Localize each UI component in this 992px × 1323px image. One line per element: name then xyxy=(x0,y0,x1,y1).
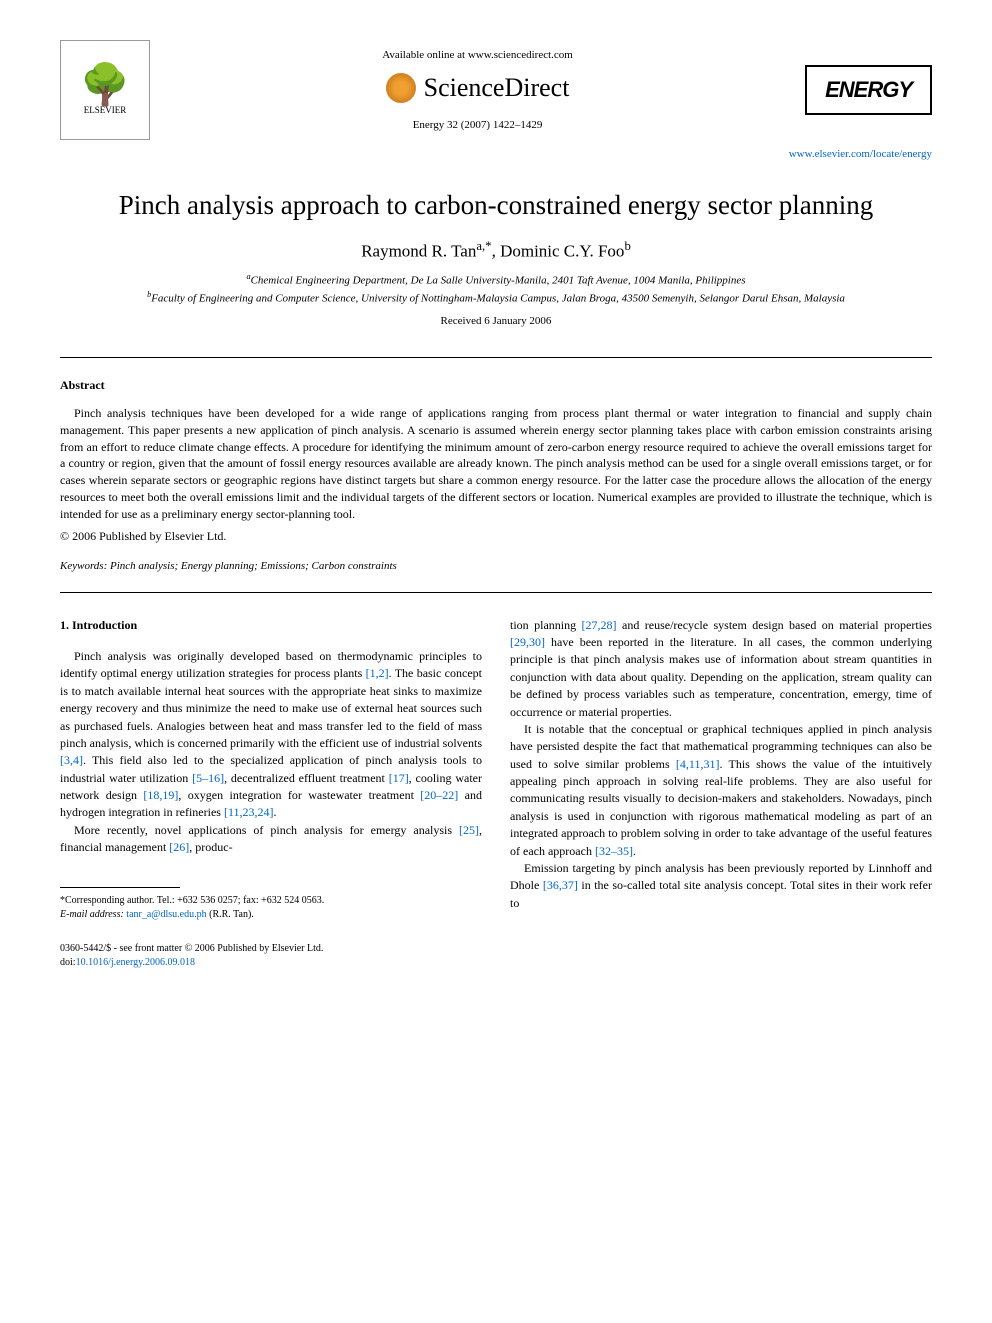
footer: 0360-5442/$ - see front matter © 2006 Pu… xyxy=(60,942,932,970)
ref-link[interactable]: [18,19] xyxy=(143,788,178,802)
email-footnote: E-mail address: tanr_a@dlsu.edu.ph (R.R.… xyxy=(60,908,482,922)
column-left: 1. Introduction Pinch analysis was origi… xyxy=(60,617,482,922)
keywords: Keywords: Pinch analysis; Energy plannin… xyxy=(60,560,932,572)
keywords-label: Keywords: xyxy=(60,560,107,572)
col1-para2: More recently, novel applications of pin… xyxy=(60,822,482,857)
abstract-heading: Abstract xyxy=(60,378,932,393)
ref-link[interactable]: [4,11,31] xyxy=(676,757,720,771)
journal-ref: Energy 32 (2007) 1422–1429 xyxy=(150,119,805,131)
divider-top xyxy=(60,357,932,358)
ref-link[interactable]: [20–22] xyxy=(420,788,458,802)
authors: Raymond R. Tana,*, Dominic C.Y. Foob xyxy=(60,239,932,262)
corresponding-footnote: *Corresponding author. Tel.: +632 536 02… xyxy=(60,894,482,908)
author-2-marks: b xyxy=(624,239,630,253)
affiliation-b: bFaculty of Engineering and Computer Sci… xyxy=(60,290,932,305)
ref-link[interactable]: [36,37] xyxy=(543,878,578,892)
col1-para1: Pinch analysis was originally developed … xyxy=(60,648,482,822)
ref-link[interactable]: [32–35] xyxy=(595,844,633,858)
section-heading: 1. Introduction xyxy=(60,617,482,634)
author-1: Raymond R. Tan xyxy=(361,242,476,261)
journal-name-box: ENERGY xyxy=(805,65,932,115)
email-link[interactable]: tanr_a@dlsu.edu.ph xyxy=(126,909,206,920)
ref-link[interactable]: [26] xyxy=(169,840,189,854)
footer-line1: 0360-5442/$ - see front matter © 2006 Pu… xyxy=(60,942,932,956)
center-header: Available online at www.sciencedirect.co… xyxy=(150,49,805,131)
elsevier-text: ELSEVIER xyxy=(84,105,127,115)
col2-para1: tion planning [27,28] and reuse/recycle … xyxy=(510,617,932,721)
journal-url[interactable]: www.elsevier.com/locate/energy xyxy=(60,148,932,160)
col2-para3: Emission targeting by pinch analysis has… xyxy=(510,860,932,912)
header-row: 🌳 ELSEVIER Available online at www.scien… xyxy=(60,40,932,140)
available-text: Available online at www.sciencedirect.co… xyxy=(150,49,805,61)
divider-bottom xyxy=(60,592,932,593)
footer-doi: doi:10.1016/j.energy.2006.09.018 xyxy=(60,956,932,970)
ref-link[interactable]: [17] xyxy=(389,771,409,785)
affiliation-a: aChemical Engineering Department, De La … xyxy=(60,272,932,287)
footnote-separator xyxy=(60,887,180,888)
ref-link[interactable]: [11,23,24] xyxy=(224,805,274,819)
body-columns: 1. Introduction Pinch analysis was origi… xyxy=(60,617,932,922)
ref-link[interactable]: [1,2] xyxy=(366,666,389,680)
ref-link[interactable]: [3,4] xyxy=(60,753,83,767)
ref-link[interactable]: [25] xyxy=(459,823,479,837)
column-right: tion planning [27,28] and reuse/recycle … xyxy=(510,617,932,922)
journal-box-wrap: ENERGY xyxy=(805,65,932,115)
paper-title: Pinch analysis approach to carbon-constr… xyxy=(60,190,932,221)
ref-link[interactable]: [5–16] xyxy=(192,771,224,785)
elsevier-logo: 🌳 ELSEVIER xyxy=(60,40,150,140)
copyright: © 2006 Published by Elsevier Ltd. xyxy=(60,529,932,544)
platform-name: ScienceDirect xyxy=(424,73,570,103)
elsevier-tree-icon: 🌳 xyxy=(80,65,130,105)
author-1-marks: a,* xyxy=(476,239,491,253)
doi-link[interactable]: 10.1016/j.energy.2006.09.018 xyxy=(76,957,195,968)
abstract-text: Pinch analysis techniques have been deve… xyxy=(60,405,932,523)
col2-para2: It is notable that the conceptual or gra… xyxy=(510,721,932,860)
sciencedirect-icon xyxy=(386,73,416,103)
ref-link[interactable]: [29,30] xyxy=(510,635,545,649)
keywords-text: Pinch analysis; Energy planning; Emissio… xyxy=(110,560,397,572)
ref-link[interactable]: [27,28] xyxy=(582,618,617,632)
author-2: Dominic C.Y. Foo xyxy=(500,242,624,261)
sciencedirect-logo: ScienceDirect xyxy=(150,73,805,103)
received-date: Received 6 January 2006 xyxy=(60,315,932,327)
